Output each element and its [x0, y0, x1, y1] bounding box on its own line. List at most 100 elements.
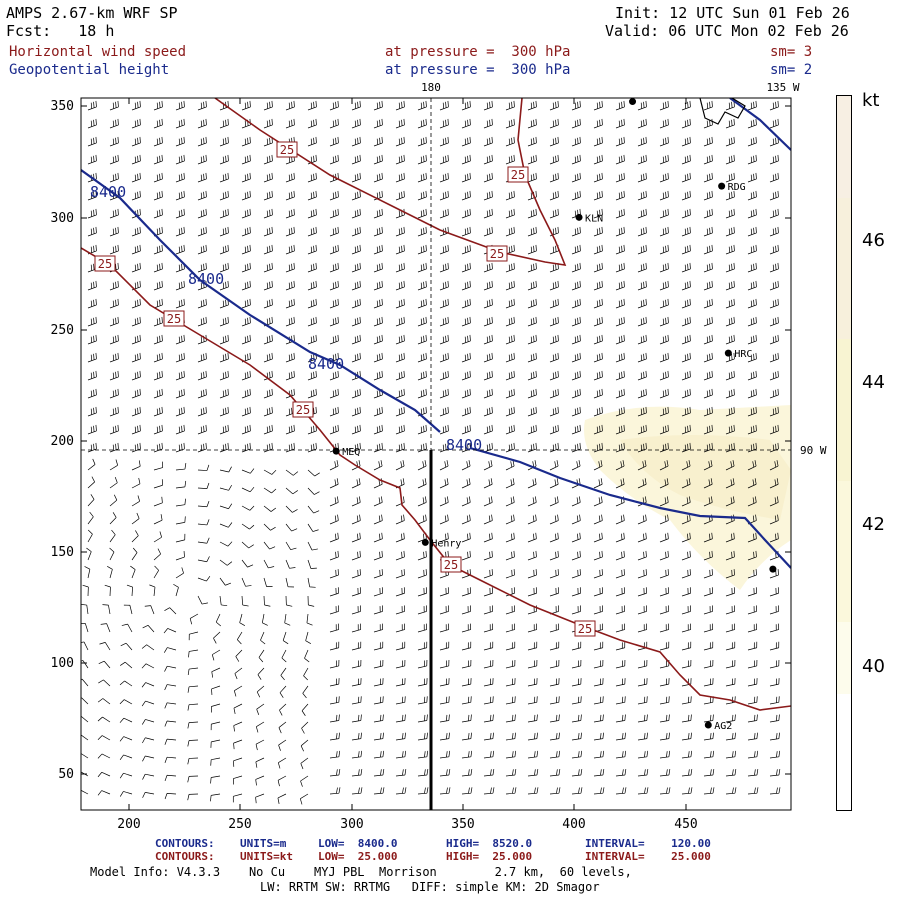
wind-barb	[571, 514, 581, 525]
wind-barb	[373, 262, 383, 273]
wind-barb	[615, 787, 627, 795]
wind-barb	[549, 569, 559, 579]
wind-barb	[175, 424, 185, 435]
wind-barb	[703, 442, 713, 453]
wind-barb	[329, 136, 339, 147]
wind-barb	[395, 388, 405, 399]
wind-barb	[747, 118, 757, 129]
wind-barb	[164, 793, 177, 800]
wind-barb	[219, 424, 229, 435]
wind-barb	[769, 136, 779, 147]
wind-barb	[615, 442, 625, 453]
wind-barb	[153, 190, 163, 201]
wind-barb	[725, 244, 735, 255]
wind-barb	[233, 721, 243, 732]
wind-barb	[109, 424, 119, 435]
wind-barb	[637, 424, 647, 435]
wind-barb	[175, 280, 185, 291]
wind-barb	[329, 334, 339, 345]
wind-barb	[285, 100, 295, 111]
wind-barb	[747, 370, 757, 381]
field-label-wind: Horizontal wind speed	[9, 44, 187, 60]
wind-barb	[703, 496, 713, 507]
wind-barb	[681, 587, 691, 597]
wind-barb	[235, 649, 243, 662]
wind-barb	[549, 623, 560, 633]
wind-barb	[527, 334, 537, 345]
wind-barb	[119, 791, 133, 797]
wind-barb	[483, 623, 494, 633]
wind-barb	[681, 460, 691, 471]
wind-barb	[769, 406, 779, 417]
wind-barb	[395, 262, 405, 273]
wind-barb	[351, 244, 361, 255]
wind-barb	[417, 641, 428, 651]
wind-barb	[637, 696, 648, 705]
wind-barbs	[81, 100, 781, 805]
wind-barb	[439, 316, 449, 327]
wind-barb	[769, 641, 780, 651]
wind-barb	[681, 316, 691, 327]
wind-barb	[417, 514, 427, 525]
wind-barb	[211, 649, 221, 661]
wind-barb	[197, 136, 207, 147]
wind-barb	[210, 775, 221, 784]
wind-barb	[307, 388, 317, 399]
wind-barb	[549, 750, 561, 759]
wind-barb	[301, 721, 309, 734]
wind-barb	[280, 667, 287, 681]
wind-barb	[395, 370, 405, 381]
wind-barb	[527, 406, 537, 417]
wind-barb	[277, 757, 287, 769]
wind-barb	[725, 100, 735, 111]
wind-barb	[549, 769, 561, 777]
wind-barb	[97, 698, 111, 705]
wind-barb	[747, 280, 757, 291]
wind-barb	[593, 388, 603, 399]
wind-barb	[255, 721, 265, 733]
wind-barb	[549, 136, 559, 147]
wind-barb	[549, 424, 559, 435]
wind-barb	[769, 118, 779, 129]
colorbar	[836, 95, 852, 811]
wind-barb	[164, 738, 177, 745]
wind-barb	[549, 280, 559, 291]
wind-barb	[329, 659, 340, 669]
wind-barb	[747, 587, 757, 597]
speed-contour-label-box	[94, 255, 116, 272]
colorbar-unit: kt	[862, 90, 880, 111]
wind-barb	[637, 678, 648, 687]
wind-barb	[130, 565, 136, 579]
wind-barb	[307, 352, 317, 363]
wind-barb	[219, 595, 228, 607]
wind-barb	[219, 172, 229, 183]
wind-barb	[439, 118, 449, 129]
valid-time: Valid: 06 UTC Mon 02 Feb 26	[605, 22, 849, 40]
wind-barb	[461, 696, 472, 705]
wind-barb	[329, 587, 339, 597]
wind-barb	[637, 244, 647, 255]
wind-barb	[527, 172, 537, 183]
wind-barb	[351, 678, 362, 687]
wind-barb	[263, 244, 273, 255]
wind-barb	[153, 280, 163, 291]
wind-barb	[197, 370, 207, 381]
wind-barb	[395, 623, 406, 633]
wind-barb	[615, 532, 625, 543]
wind-barb	[197, 519, 210, 526]
wind-barb	[219, 388, 229, 399]
wind-barb	[461, 496, 471, 507]
wind-barb	[175, 172, 185, 183]
wind-barb	[307, 298, 317, 309]
wind-barb	[373, 460, 383, 471]
wind-barb	[527, 514, 537, 525]
wind-barb	[109, 334, 119, 345]
wind-barb	[725, 623, 736, 633]
wind-barb	[637, 298, 647, 309]
wind-barb	[549, 388, 559, 399]
wind-barb	[527, 442, 537, 453]
wind-barb	[163, 628, 177, 634]
wind-barb	[263, 505, 277, 512]
wind-barb	[164, 720, 177, 727]
wind-barb	[571, 532, 581, 543]
